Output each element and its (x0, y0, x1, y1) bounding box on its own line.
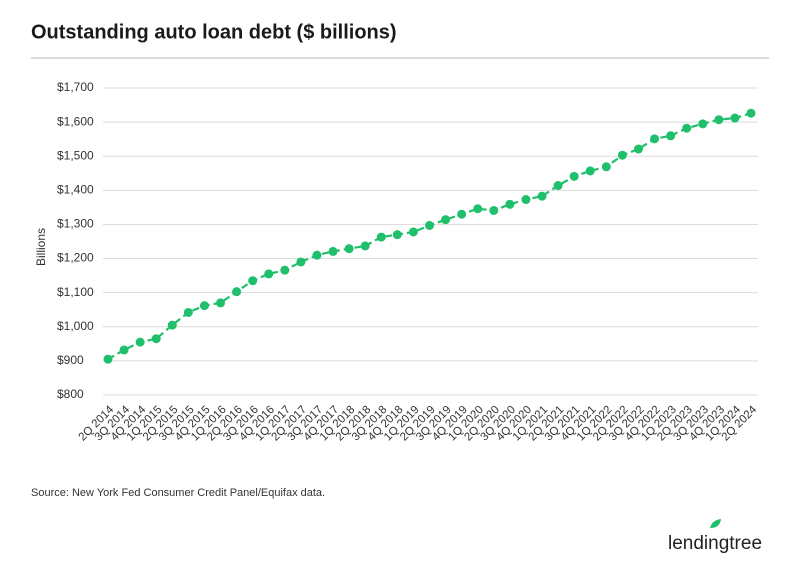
data-point (344, 244, 354, 254)
data-point (216, 298, 226, 308)
data-point (489, 205, 499, 215)
data-point (119, 345, 129, 355)
data-point (328, 246, 338, 256)
data-point (183, 307, 193, 317)
y-tick-label: $1,100 (57, 285, 94, 299)
data-point (248, 276, 258, 286)
y-tick-label: $900 (57, 353, 84, 367)
series-line (107, 112, 752, 361)
data-point (650, 134, 660, 144)
data-point (730, 113, 740, 123)
data-point (505, 199, 515, 209)
data-point (103, 354, 113, 364)
y-tick-label: $1,400 (57, 183, 94, 197)
data-point (714, 115, 724, 125)
data-point (151, 334, 161, 344)
data-point (199, 301, 209, 311)
data-point (360, 241, 370, 251)
data-point (553, 181, 563, 191)
data-point (617, 150, 627, 160)
data-point (746, 108, 756, 118)
logo-text: lendingtree (668, 533, 762, 554)
data-point (666, 131, 676, 141)
y-tick-label: $1,700 (57, 80, 94, 94)
data-point (296, 257, 306, 267)
chart-title: Outstanding auto loan debt ($ billions) (31, 21, 397, 43)
data-point (537, 191, 547, 201)
logo-leaf (710, 519, 721, 528)
y-axis-label: Billions (34, 228, 48, 266)
data-point (633, 144, 643, 154)
data-point (135, 337, 145, 347)
data-point (408, 227, 418, 237)
y-tick-label: $1,600 (57, 114, 94, 128)
y-tick-label: $1,200 (57, 251, 94, 265)
source-note: Source: New York Fed Consumer Credit Pan… (31, 487, 325, 499)
data-point (457, 209, 467, 219)
data-point (392, 230, 402, 240)
data-point (425, 220, 434, 230)
data-point (682, 123, 692, 133)
data-point (264, 269, 274, 279)
data-point (376, 232, 386, 242)
data-point (167, 320, 177, 330)
logo: lendingtree (668, 519, 762, 554)
data-point (521, 195, 531, 205)
data-point (569, 171, 579, 181)
data-point (473, 204, 483, 214)
y-tick-label: $1,000 (57, 319, 94, 333)
data-point (601, 162, 611, 172)
data-point (698, 119, 708, 129)
data-point (312, 250, 322, 260)
y-tick-label: $1,300 (57, 217, 94, 231)
data-point (280, 265, 290, 275)
data-point (232, 287, 242, 297)
y-tick-label: $1,500 (57, 148, 94, 162)
y-tick-label: $800 (57, 387, 84, 401)
data-point (585, 166, 595, 176)
data-point (441, 215, 451, 225)
